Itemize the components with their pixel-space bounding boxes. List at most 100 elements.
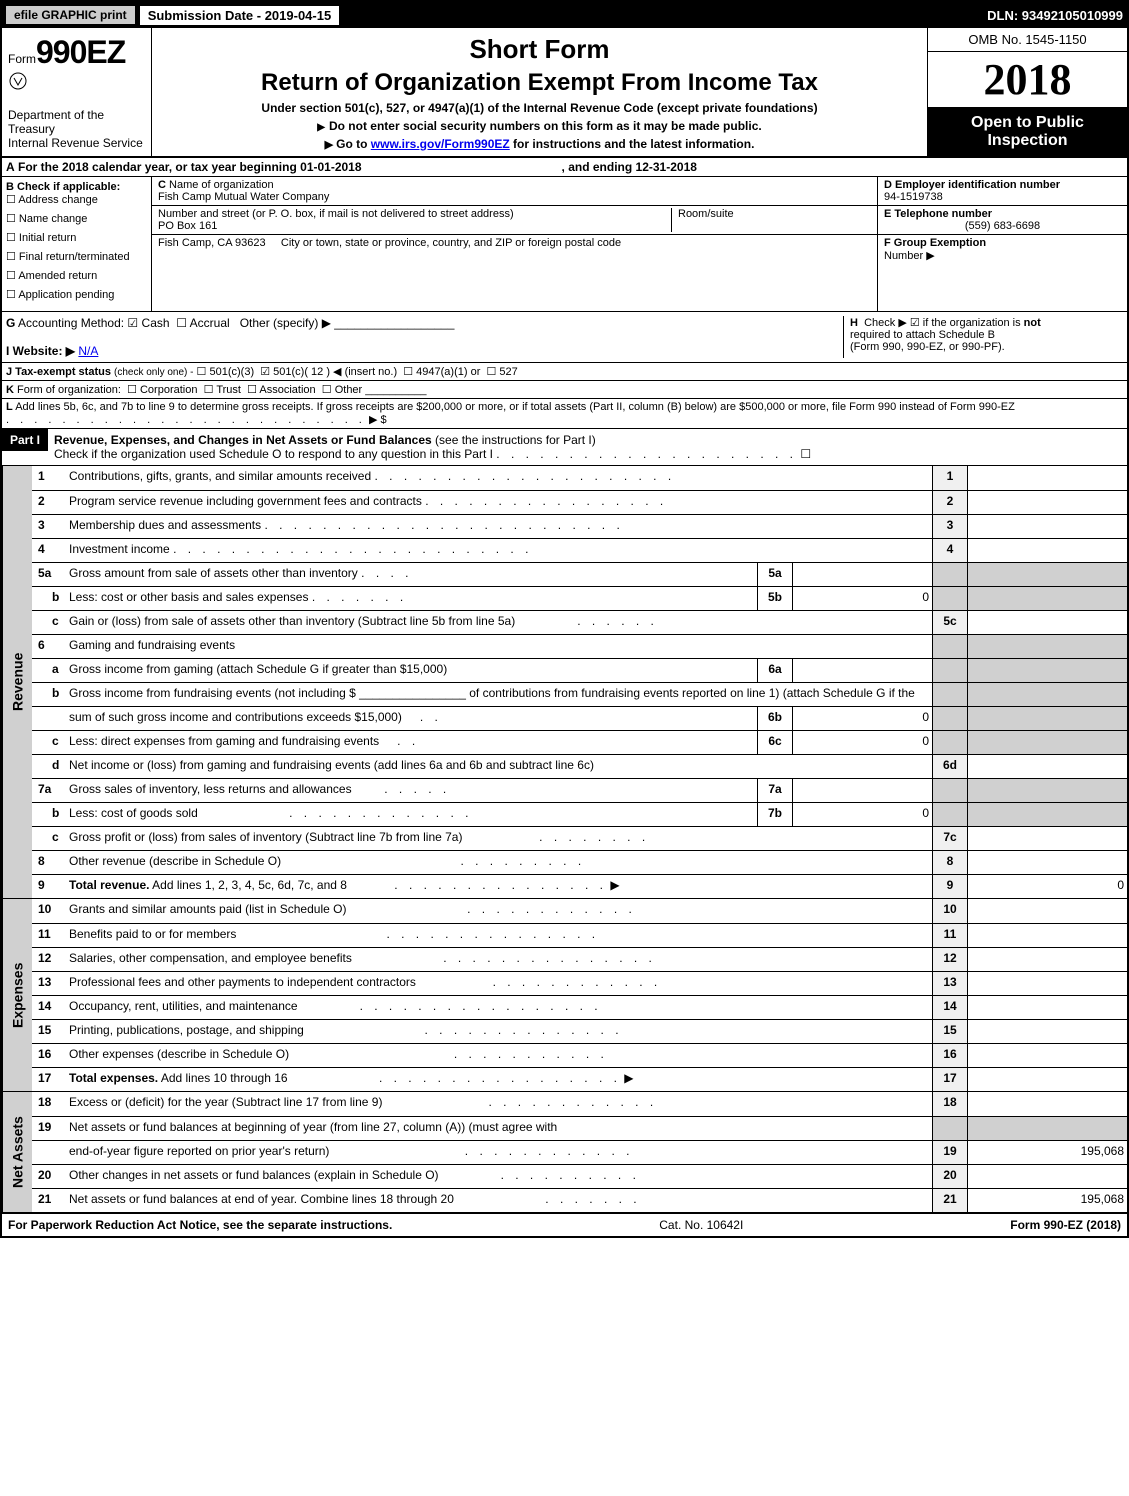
row-6b-desc: Gross income from fundraising events (no…	[67, 683, 932, 706]
row-7c-desc: Gross profit or (loss) from sales of inv…	[67, 827, 932, 850]
under-section-text: Under section 501(c), 527, or 4947(a)(1)…	[162, 101, 917, 115]
row-9-num: 9	[32, 875, 67, 898]
row-1-desc: Contributions, gifts, grants, and simila…	[67, 466, 932, 490]
row-14-end-v	[967, 996, 1127, 1019]
line-k-opt-trust[interactable]: Trust	[216, 384, 241, 396]
row-15: 15 Printing, publications, postage, and …	[32, 1019, 1127, 1043]
row-19-shaded-v	[967, 1117, 1127, 1140]
row-5c-end-n: 5c	[932, 611, 967, 634]
line-g-accrual[interactable]: Accrual	[190, 316, 230, 330]
line-l-text: Add lines 5b, 6c, and 7b to line 9 to de…	[15, 401, 1015, 413]
line-j-opt-4[interactable]: 527	[499, 366, 517, 378]
checkbox-application-pending[interactable]: Application pending	[6, 288, 147, 301]
row-6c: c Less: direct expenses from gaming and …	[32, 730, 1127, 754]
row-6d: d Net income or (loss) from gaming and f…	[32, 754, 1127, 778]
row-1-end-n: 1	[932, 466, 967, 490]
row-9: 9 Total revenue. Add lines 1, 2, 3, 4, 5…	[32, 874, 1127, 898]
row-3: 3 Membership dues and assessments . . . …	[32, 514, 1127, 538]
row-5b-mid-v: 0	[792, 587, 932, 610]
org-name-box: C Name of organization Fish Camp Mutual …	[152, 177, 877, 206]
row-6b-num: b	[32, 683, 67, 706]
row-3-end-n: 3	[932, 515, 967, 538]
open-to-public-badge: Open to Public Inspection	[928, 108, 1127, 156]
row-6b-part2-mid-n: 6b	[757, 707, 792, 730]
footer-center: Cat. No. 10642I	[659, 1218, 743, 1232]
row-6b: b Gross income from fundraising events (…	[32, 682, 1127, 706]
org-info-block: C Name of organization Fish Camp Mutual …	[152, 177, 877, 311]
row-4-num: 4	[32, 539, 67, 562]
line-a-end-date: 12-31-2018	[636, 160, 697, 174]
line-g-cash[interactable]: Cash	[142, 316, 170, 330]
checkbox-name-change[interactable]: Name change	[6, 212, 147, 225]
line-f-label-2: Number	[884, 250, 923, 262]
efile-button[interactable]: efile GRAPHIC print	[6, 6, 135, 24]
website-link[interactable]: N/A	[78, 344, 98, 358]
row-20-end-n: 20	[932, 1165, 967, 1188]
part-1-description: Revenue, Expenses, and Changes in Net As…	[48, 429, 1127, 465]
phone-box: E Telephone number (559) 683-6698	[878, 206, 1127, 235]
line-k-opt-corp[interactable]: Corporation	[140, 384, 197, 396]
line-j-opt-2[interactable]: 501(c)( 12 ) ◀ (insert no.)	[273, 366, 397, 378]
checkbox-final-return[interactable]: Final return/terminated	[6, 250, 147, 263]
row-11: 11 Benefits paid to or for members . . .…	[32, 923, 1127, 947]
header-center: Short Form Return of Organization Exempt…	[152, 28, 927, 156]
row-6a-shaded-n	[932, 659, 967, 682]
section-b-block: B Check if applicable: Address change Na…	[2, 177, 1127, 312]
row-19-shaded-n	[932, 1117, 967, 1140]
row-14: 14 Occupancy, rent, utilities, and maint…	[32, 995, 1127, 1019]
group-exemption-box: F Group Exemption Number ▶	[878, 235, 1127, 264]
row-4-end-n: 4	[932, 539, 967, 562]
row-7c-end-v	[967, 827, 1127, 850]
row-11-num: 11	[32, 924, 67, 947]
row-5a-shaded-n	[932, 563, 967, 586]
row-20: 20 Other changes in net assets or fund b…	[32, 1164, 1127, 1188]
row-6c-shaded-n	[932, 731, 967, 754]
row-7a-mid-n: 7a	[757, 779, 792, 802]
line-k-opt-other[interactable]: Other	[335, 384, 363, 396]
row-15-desc: Printing, publications, postage, and shi…	[67, 1020, 932, 1043]
line-j-opt-3[interactable]: 4947(a)(1) or	[416, 366, 480, 378]
row-20-end-v	[967, 1165, 1127, 1188]
line-j-label: J Tax-exempt status	[6, 366, 111, 378]
checkbox-initial-return[interactable]: Initial return	[6, 231, 147, 244]
short-form-title: Short Form	[162, 34, 917, 65]
row-18-end-n: 18	[932, 1092, 967, 1116]
irs-link[interactable]: www.irs.gov/Form990EZ	[371, 137, 510, 151]
line-b-checkboxes: B Check if applicable: Address change Na…	[2, 177, 152, 311]
org-name-value: Fish Camp Mutual Water Company	[158, 191, 329, 203]
row-7a-shaded-n	[932, 779, 967, 802]
row-7c-end-n: 7c	[932, 827, 967, 850]
row-18: 18 Excess or (deficit) for the year (Sub…	[32, 1092, 1127, 1116]
open-public-line-1: Open to Public	[934, 114, 1121, 132]
row-3-end-v	[967, 515, 1127, 538]
row-12: 12 Salaries, other compensation, and emp…	[32, 947, 1127, 971]
row-4-end-v	[967, 539, 1127, 562]
instruction-2: ▶ Go to www.irs.gov/Form990EZ for instru…	[162, 137, 917, 151]
row-19-desc: Net assets or fund balances at beginning…	[67, 1117, 932, 1140]
line-j-opt-1[interactable]: 501(c)(3)	[209, 366, 254, 378]
form-header: Form990EZ Department of the Treasury Int…	[2, 28, 1127, 158]
line-h: H Check ▶ ☑ if the organization is not r…	[843, 316, 1123, 358]
row-5c-num: c	[32, 611, 67, 634]
row-12-end-n: 12	[932, 948, 967, 971]
top-bar: efile GRAPHIC print Submission Date - 20…	[2, 2, 1127, 28]
row-16-num: 16	[32, 1044, 67, 1067]
row-5a: 5a Gross amount from sale of assets othe…	[32, 562, 1127, 586]
row-8-num: 8	[32, 851, 67, 874]
footer-right: Form 990-EZ (2018)	[1010, 1218, 1121, 1232]
row-6b-shaded-n	[932, 683, 967, 706]
accounting-row: G Accounting Method: ☑ Cash ☐ Accrual Ot…	[2, 312, 1127, 363]
checkbox-amended-return[interactable]: Amended return	[6, 269, 147, 282]
row-5b-mid-n: 5b	[757, 587, 792, 610]
row-7b-shaded-v	[967, 803, 1127, 826]
checkbox-address-change[interactable]: Address change	[6, 193, 147, 206]
line-a-row: A For the 2018 calendar year, or tax yea…	[2, 158, 1127, 177]
row-7b-mid-v: 0	[792, 803, 932, 826]
line-h-text-4: (Form 990, 990-EZ, or 990-PF).	[850, 341, 1005, 353]
row-3-desc: Membership dues and assessments . . . . …	[67, 515, 932, 538]
line-g-other[interactable]: Other (specify) ▶	[240, 316, 331, 330]
row-11-desc: Benefits paid to or for members . . . . …	[67, 924, 932, 947]
row-6c-desc: Less: direct expenses from gaming and fu…	[67, 731, 757, 754]
row-8-desc: Other revenue (describe in Schedule O) .…	[67, 851, 932, 874]
line-k-opt-assoc[interactable]: Association	[259, 384, 315, 396]
